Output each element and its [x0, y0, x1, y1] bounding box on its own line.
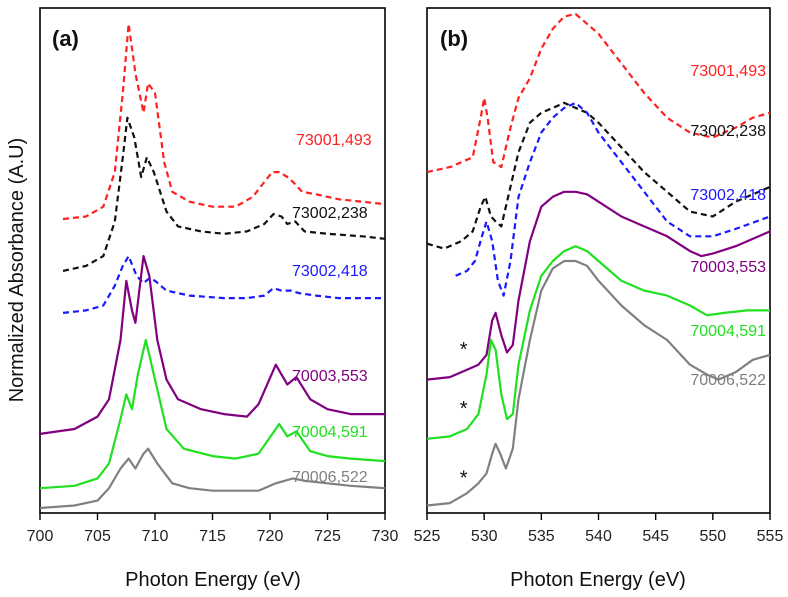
series-line-70006-522: [426, 259, 771, 507]
series-line-70004-591: [39, 338, 386, 490]
series-label-73002-418: 73002,418: [690, 187, 766, 204]
series-label-73002-238: 73002,238: [292, 205, 368, 222]
panel-a: 73001,493 73002,238 73002,418 70003,553 7000…: [27, 7, 399, 591]
series-label-73001-493: 73001,493: [296, 132, 372, 149]
series-label-73002-418: 73002,418: [292, 263, 368, 280]
series-line-73002-418: [455, 101, 771, 297]
series-label-73002-238: 73002,238: [690, 123, 766, 140]
series-line-70003-553: [426, 190, 771, 381]
x-tick-label: 715: [199, 528, 226, 545]
series-line-73001-493: [62, 22, 386, 221]
series-label-70004-591: 70004,591: [690, 323, 766, 340]
x-tick-label: 700: [27, 528, 54, 545]
panel-b-ticks: 525 530 535 540 545 550 555: [414, 513, 784, 545]
series-label-70003-553: 70003,553: [292, 368, 368, 385]
series-label-70004-591: 70004,591: [292, 424, 368, 441]
x-tick-label: 525: [414, 528, 441, 545]
x-tick-label: 705: [84, 528, 111, 545]
panel-a-series: 73001,493 73002,238 73002,418 70003,553 7000…: [39, 22, 386, 510]
series-line-73002-418: [62, 255, 385, 314]
panel-a-label: (a): [52, 26, 79, 51]
x-tick-label: 550: [699, 528, 726, 545]
panel-b-annotations: * * *: [460, 339, 468, 489]
y-axis-title: Normalized Absorbance (A.U): [6, 138, 28, 403]
x-tick-label: 720: [257, 528, 284, 545]
series-line-70006-522: [39, 447, 386, 510]
x-tick-label: 540: [585, 528, 612, 545]
series-line-73002-238: [62, 116, 386, 272]
panel-a-x-axis-title: Photon Energy (eV): [125, 569, 301, 591]
annotation-asterisk: *: [460, 398, 468, 420]
panel-b-x-axis-title: Photon Energy (eV): [510, 569, 686, 591]
series-label-70003-553: 70003,553: [690, 259, 766, 276]
series-label-70006-522: 70006,522: [690, 372, 766, 389]
x-tick-label: 555: [757, 528, 784, 545]
annotation-asterisk: *: [460, 467, 468, 489]
x-tick-label: 530: [471, 528, 498, 545]
x-tick-label: 730: [372, 528, 399, 545]
panel-b-label: (b): [440, 26, 468, 51]
series-label-73001-493: 73001,493: [690, 63, 766, 80]
panel-b: 73001,493 73002,238 73002,418 70003,553 7000…: [414, 7, 784, 591]
series-line-73001-493: [426, 12, 771, 174]
panel-a-ticks: 700 705 710 715 720 725 730: [27, 513, 399, 545]
x-tick-label: 535: [528, 528, 555, 545]
x-tick-label: 545: [642, 528, 669, 545]
series-label-70006-522: 70006,522: [292, 469, 368, 486]
series-line-70003-553: [39, 255, 385, 435]
annotation-asterisk: *: [460, 339, 468, 361]
series-line-70004-591: [426, 245, 770, 440]
x-tick-label: 710: [142, 528, 169, 545]
panel-b-series: 73001,493 73002,238 73002,418 70003,553 7000…: [426, 12, 771, 507]
x-tick-label: 725: [314, 528, 341, 545]
